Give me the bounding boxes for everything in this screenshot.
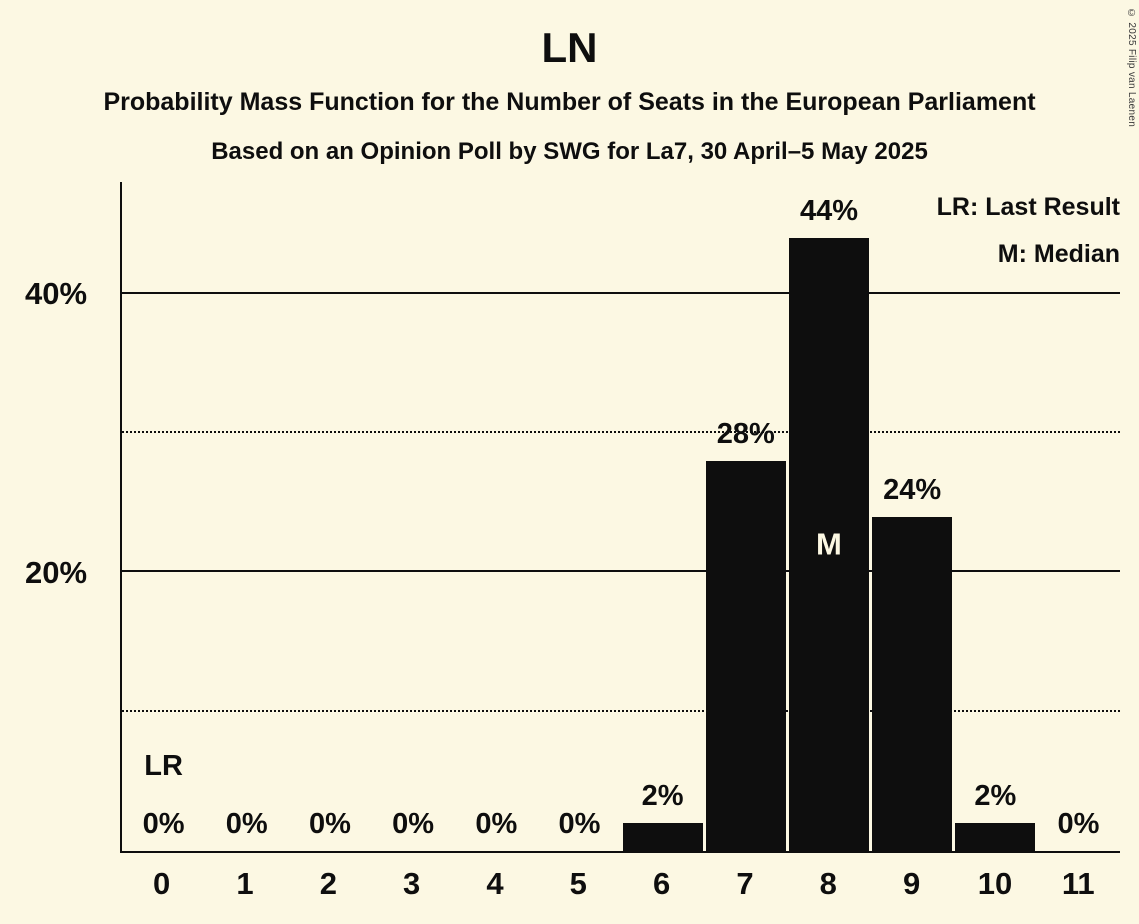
bar-value-label-4: 0% — [475, 808, 518, 840]
bar-slot-1: 0% — [205, 182, 288, 851]
bar-value-label-9: 24% — [883, 473, 942, 506]
x-tick-10: 10 — [977, 866, 1013, 901]
bar-value-label-11: 0% — [1057, 808, 1100, 840]
chart-title: LN — [541, 24, 598, 71]
x-tick-5: 5 — [569, 866, 587, 901]
y-tick-20pct: 20% — [25, 555, 88, 591]
bar-slot-3: 0% — [372, 182, 455, 851]
bar-slot-7: 28% — [704, 182, 787, 851]
x-tick-9: 9 — [902, 866, 921, 901]
bar-10 — [955, 823, 1036, 851]
legend: LR: Last Result M: Median — [937, 184, 1120, 278]
bar-9 — [872, 516, 953, 851]
x-tick-2: 2 — [319, 866, 337, 901]
bar-value-label-7: 28% — [716, 417, 775, 450]
bar-6 — [622, 823, 703, 851]
copyright-text: © 2025 Filip van Laenen — [1126, 8, 1137, 128]
bars-container: 0% LR 0% 0% 0% 0% 0% 2% 28% 44% M 24% 2% 0% — [122, 182, 1120, 851]
x-tick-1: 1 — [236, 866, 254, 901]
bar-value-label-1: 0% — [225, 808, 268, 840]
x-tick-8: 8 — [819, 866, 837, 901]
bar-slot-2: 0% — [288, 182, 371, 851]
median-marker: M — [816, 526, 842, 562]
bar-slot-8: 44% M — [787, 182, 870, 851]
bar-value-label-0: 0% — [142, 808, 185, 840]
x-tick-7: 7 — [736, 866, 754, 901]
legend-last-result: LR: Last Result — [936, 193, 1120, 221]
bar-value-label-8: 44% — [799, 194, 858, 227]
x-tick-4: 4 — [486, 866, 504, 901]
bar-value-label-6: 2% — [641, 780, 684, 813]
bar-value-label-10: 2% — [974, 780, 1017, 813]
bar-slot-9: 24% — [871, 182, 954, 851]
bar-slot-10: 2% — [954, 182, 1037, 851]
x-axis-ticks: 0 1 2 3 4 5 6 7 8 9 10 11 — [120, 866, 1120, 902]
x-tick-0: 0 — [153, 866, 171, 901]
bar-slot-4: 0% — [455, 182, 538, 851]
x-tick-6: 6 — [653, 866, 671, 901]
last-result-marker: LR — [144, 750, 183, 782]
bar-value-label-5: 0% — [558, 808, 601, 840]
x-tick-3: 3 — [403, 866, 421, 901]
x-tick-11: 11 — [1061, 866, 1095, 901]
chart-subtitle: Probability Mass Function for the Number… — [103, 88, 1036, 116]
bar-slot-0: 0% LR — [122, 182, 205, 851]
bar-value-label-3: 0% — [392, 808, 435, 840]
chart-poll-source: Based on an Opinion Poll by SWG for La7,… — [211, 138, 928, 165]
bar-slot-6: 2% — [621, 182, 704, 851]
bar-8 — [788, 237, 870, 851]
bar-7 — [705, 460, 786, 851]
y-tick-40pct: 40% — [25, 275, 88, 311]
bar-slot-11: 0% — [1037, 182, 1120, 851]
plot-area: 0% LR 0% 0% 0% 0% 0% 2% 28% 44% M 24% 2% 0% — [120, 182, 1120, 853]
bar-value-label-2: 0% — [308, 808, 351, 840]
bar-slot-5: 0% — [538, 182, 621, 851]
legend-median: M: Median — [997, 240, 1120, 268]
